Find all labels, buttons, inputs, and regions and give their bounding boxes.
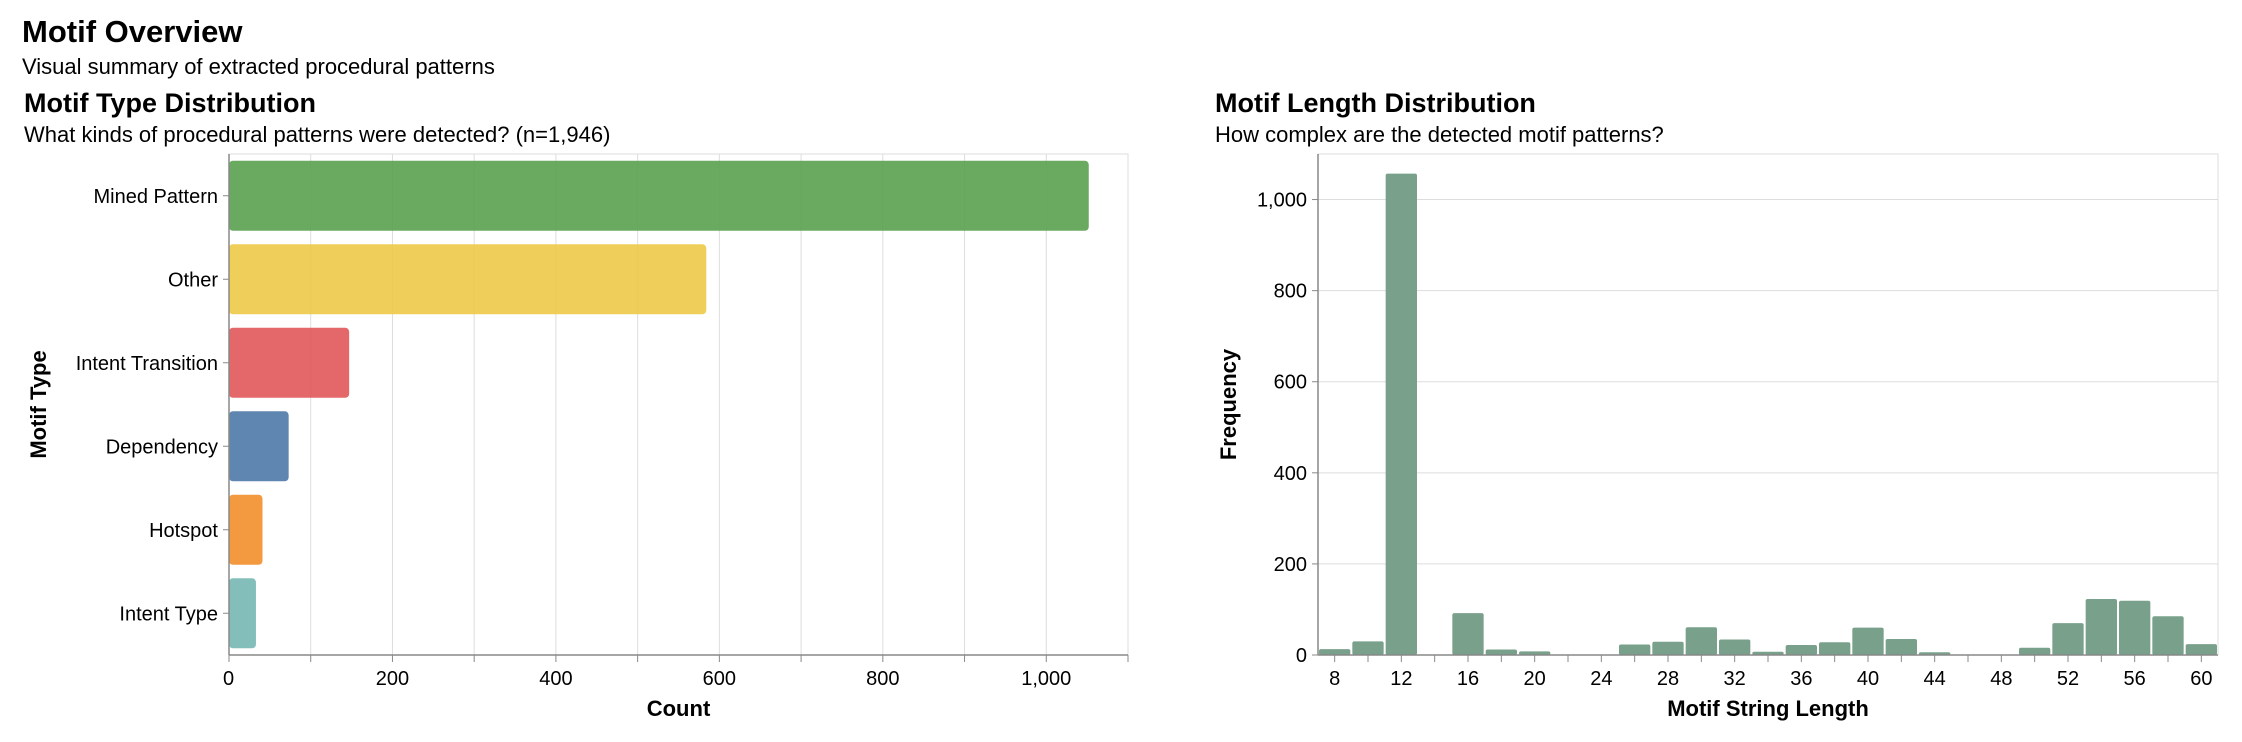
length-bar bbox=[2052, 623, 2084, 655]
length-x-tick-label: 52 bbox=[2057, 668, 2079, 690]
type-bar bbox=[229, 578, 256, 649]
type-bar bbox=[229, 327, 350, 398]
length-x-tick-label: 44 bbox=[1924, 668, 1946, 690]
length-x-tick-label: 36 bbox=[1790, 668, 1812, 690]
length-y-tick-label: 1,000 bbox=[1257, 190, 1307, 212]
length-x-tick-label: 56 bbox=[2124, 668, 2146, 690]
type-y-tick-label: Mined Pattern bbox=[93, 186, 218, 208]
type-x-tick-label: 800 bbox=[866, 668, 899, 690]
length-chart-frame bbox=[1317, 153, 2219, 656]
length-bar bbox=[1885, 639, 1917, 655]
type-x-tick-label: 600 bbox=[703, 668, 736, 690]
length-bar bbox=[1485, 649, 1517, 655]
length-bar bbox=[1785, 644, 1817, 655]
length-x-tick-label: 48 bbox=[1990, 668, 2012, 690]
length-y-tick-label: 0 bbox=[1296, 645, 1307, 667]
length-bar bbox=[2019, 647, 2051, 655]
length-bar bbox=[1819, 642, 1851, 655]
length-bar bbox=[1619, 644, 1651, 655]
type-bar bbox=[229, 160, 1089, 231]
length-bar bbox=[1519, 651, 1551, 655]
type-x-tick-label: 200 bbox=[376, 668, 409, 690]
length-x-tick-label: 40 bbox=[1857, 668, 1879, 690]
type-x-tick-label: 400 bbox=[539, 668, 572, 690]
length-bar bbox=[2185, 644, 2217, 655]
type-x-tick-label: 0 bbox=[223, 668, 234, 690]
length-x-tick-label: 32 bbox=[1724, 668, 1746, 690]
type-chart-subtitle: What kinds of procedural patterns were d… bbox=[24, 122, 610, 147]
length-bar bbox=[1352, 641, 1384, 655]
length-y-tick-label: 200 bbox=[1274, 554, 1307, 576]
type-chart-title: Motif Type Distribution bbox=[24, 88, 316, 118]
type-x-axis-title: Count bbox=[647, 696, 711, 721]
length-x-tick-label: 60 bbox=[2190, 668, 2212, 690]
length-x-tick-label: 24 bbox=[1590, 668, 1612, 690]
length-x-axis-title: Motif String Length bbox=[1667, 696, 1869, 721]
length-bar bbox=[1752, 651, 1784, 655]
type-y-tick-label: Dependency bbox=[106, 436, 218, 458]
length-bar bbox=[2085, 598, 2117, 655]
length-bar bbox=[1685, 627, 1717, 655]
length-y-axis-title: Frequency bbox=[1216, 348, 1241, 460]
length-bar bbox=[1852, 627, 1884, 655]
length-x-tick-label: 12 bbox=[1390, 668, 1412, 690]
page-title: Motif Overview bbox=[22, 14, 243, 49]
length-bar bbox=[1652, 641, 1684, 655]
type-bar bbox=[229, 411, 289, 482]
length-chart-title: Motif Length Distribution bbox=[1215, 88, 1536, 118]
length-x-tick-label: 28 bbox=[1657, 668, 1679, 690]
type-bar bbox=[229, 244, 707, 315]
length-bar bbox=[2152, 616, 2184, 655]
type-y-tick-label: Intent Transition bbox=[76, 353, 218, 375]
type-y-tick-label: Other bbox=[168, 269, 218, 291]
type-y-tick-label: Hotspot bbox=[149, 520, 218, 542]
length-y-tick-label: 400 bbox=[1274, 463, 1307, 485]
length-chart: Motif Length Distribution How complex are… bbox=[1215, 88, 2219, 721]
page-subtitle: Visual summary of extracted procedural p… bbox=[22, 54, 495, 79]
length-x-tick-label: 20 bbox=[1524, 668, 1546, 690]
length-chart-subtitle: How complex are the detected motif patte… bbox=[1215, 122, 1664, 147]
length-bar bbox=[1719, 639, 1751, 655]
length-y-tick-label: 600 bbox=[1274, 372, 1307, 394]
length-bar bbox=[1319, 649, 1351, 655]
type-x-tick-label: 1,000 bbox=[1021, 668, 1071, 690]
length-x-tick-label: 8 bbox=[1329, 668, 1340, 690]
length-bar bbox=[2119, 600, 2151, 655]
type-chart: Motif Type Distribution What kinds of pro… bbox=[24, 88, 1129, 721]
type-y-tick-label: Intent Type bbox=[119, 603, 218, 625]
type-bar bbox=[229, 494, 263, 565]
length-bar bbox=[1385, 173, 1417, 656]
length-y-tick-label: 800 bbox=[1274, 281, 1307, 303]
type-y-axis-title: Motif Type bbox=[26, 350, 51, 458]
length-bar bbox=[1452, 613, 1484, 655]
length-x-tick-label: 16 bbox=[1457, 668, 1479, 690]
